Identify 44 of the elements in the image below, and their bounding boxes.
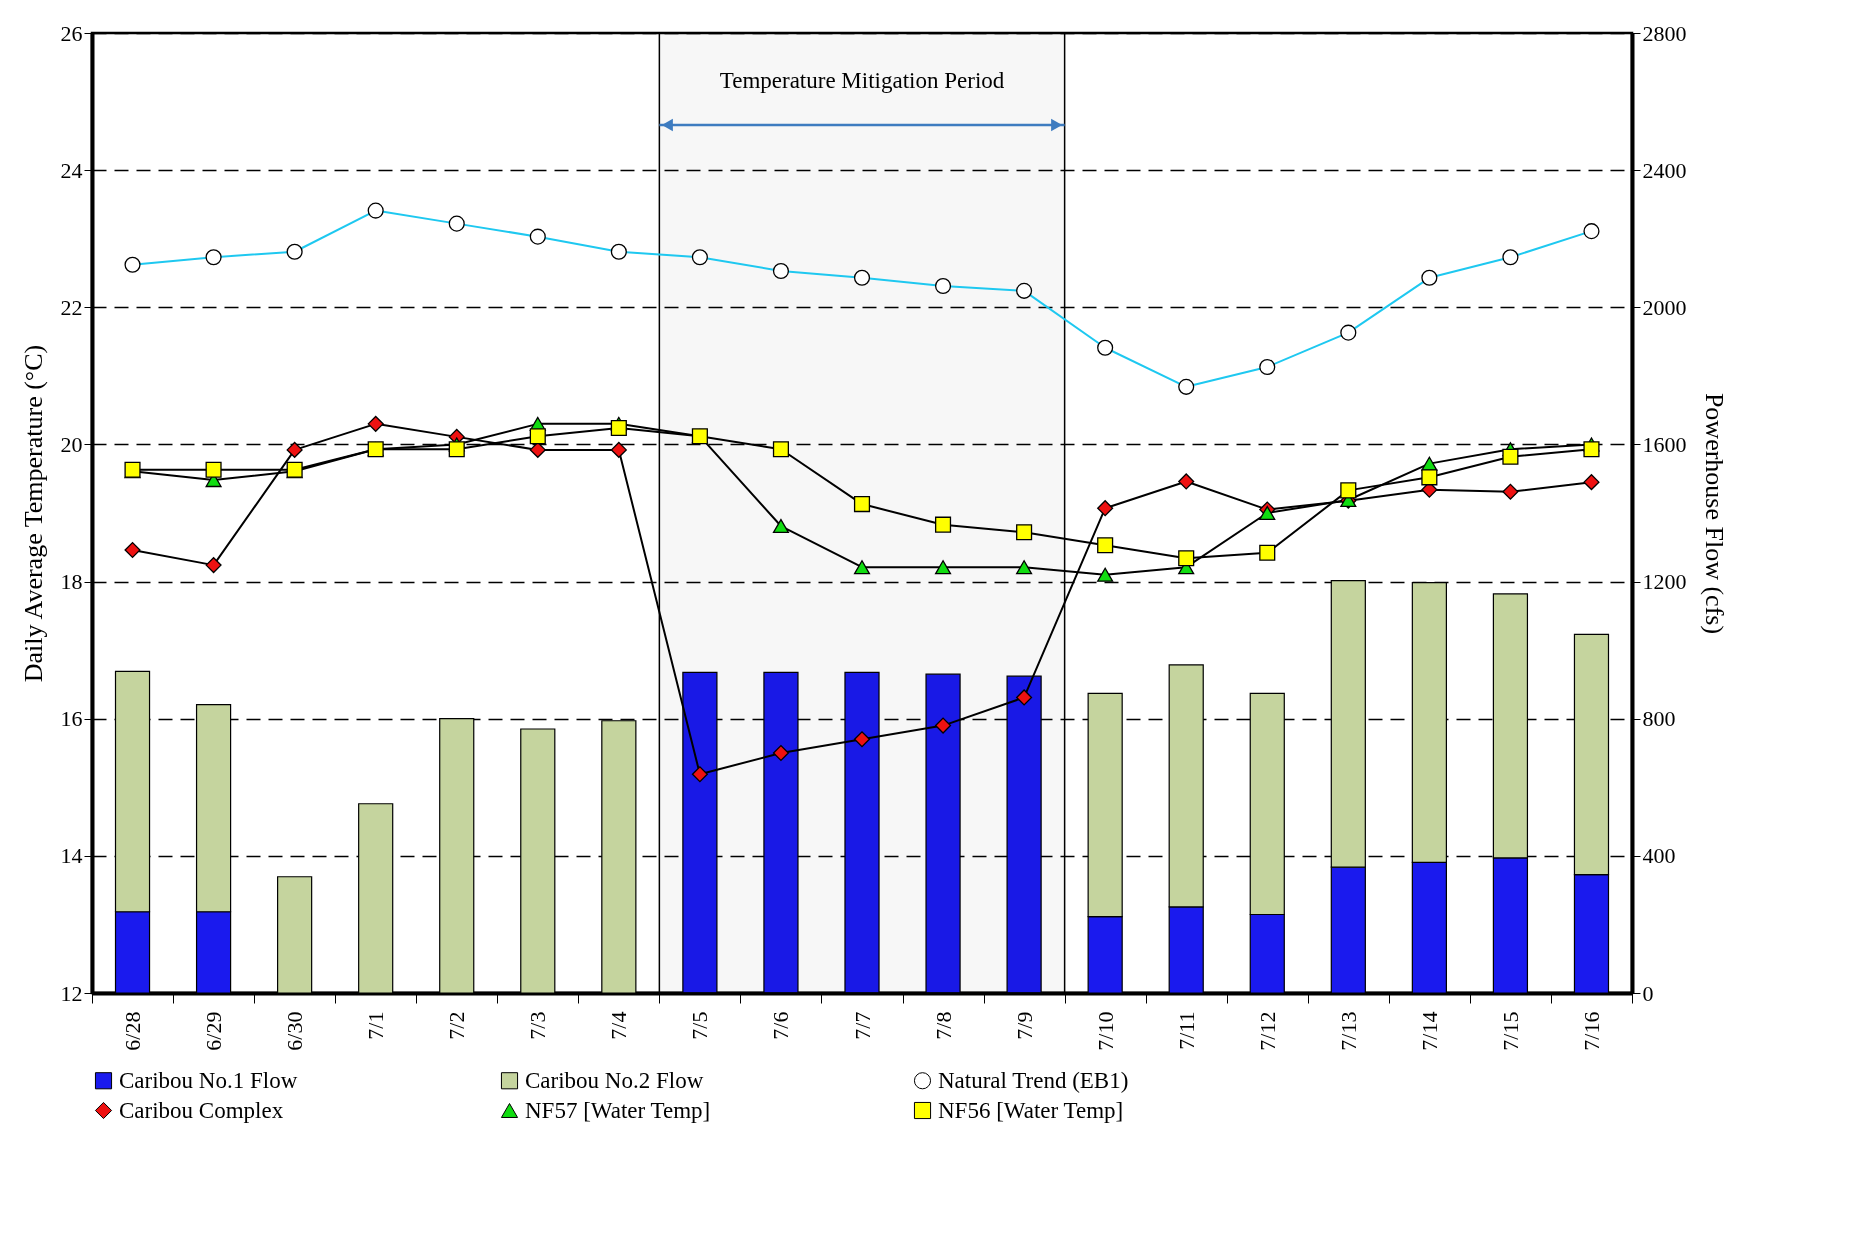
x-tick-label: 7/12 [1254,1011,1280,1051]
y-axis-title: Daily Average Temperature (°C) [18,344,48,683]
y2-tick-label: 2400 [1642,157,1687,183]
legend-label: NF57 [Water Temp] [525,1097,711,1123]
y2-tick-label: 800 [1642,706,1676,732]
x-tick-label: 7/2 [444,1011,470,1040]
y-tick-label: 16 [60,706,83,732]
y-tick-label: 14 [60,843,83,869]
x-tick-label: 7/5 [687,1011,713,1040]
x-tick-label: 7/15 [1497,1011,1523,1051]
legend-label: Caribou No.1 Flow [119,1067,298,1093]
legend-label: Caribou No.2 Flow [525,1067,704,1093]
x-tick-label: 6/30 [282,1011,308,1051]
band-label: Temperature Mitigation Period [719,68,1005,93]
x-tick-label: 7/13 [1335,1011,1361,1051]
x-tick-label: 7/10 [1092,1011,1118,1051]
x-tick-label: 7/7 [849,1011,875,1040]
legend-label: Natural Trend (EB1) [938,1067,1129,1093]
x-tick-label: 7/4 [606,1011,632,1040]
x-tick-label: 6/28 [120,1011,146,1051]
y-tick-label: 18 [60,569,83,595]
y-tick-label: 22 [60,294,83,320]
y-tick-label: 24 [60,157,83,183]
x-tick-label: 7/16 [1578,1011,1604,1051]
y2-tick-label: 1200 [1642,569,1687,595]
legend-label: NF56 [Water Temp] [938,1097,1124,1123]
x-tick-label: 6/29 [201,1011,227,1051]
x-tick-label: 7/3 [525,1011,551,1040]
y2-tick-label: 0 [1642,980,1654,1006]
x-tick-label: 7/14 [1416,1011,1442,1051]
y-tick-label: 12 [60,980,83,1006]
y2-tick-label: 2000 [1642,294,1687,320]
y2-tick-label: 1600 [1642,431,1687,457]
y2-tick-label: 400 [1642,843,1676,869]
x-tick-label: 7/1 [363,1011,389,1040]
y-tick-label: 20 [60,431,83,457]
y-tick-label: 26 [60,20,83,46]
x-tick-label: 7/8 [930,1011,956,1040]
y2-axis-title: Powerhouse Flow (cfs) [1699,392,1729,635]
x-tick-label: 7/9 [1011,1011,1037,1040]
y2-tick-label: 2800 [1642,20,1687,46]
x-tick-label: 7/6 [768,1011,794,1040]
x-tick-label: 7/11 [1173,1011,1199,1050]
legend-label: Caribou Complex [119,1097,284,1123]
